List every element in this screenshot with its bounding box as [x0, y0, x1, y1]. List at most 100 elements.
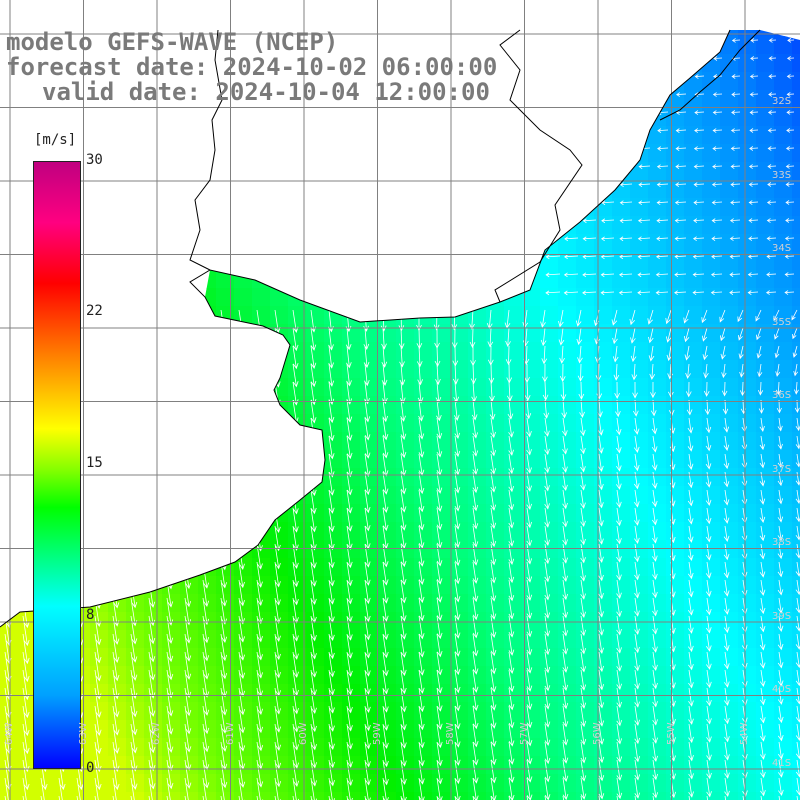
speed-cell — [270, 450, 289, 469]
wind-arrow — [562, 777, 569, 800]
speed-cell — [774, 126, 793, 145]
speed-cell — [792, 558, 800, 577]
speed-cell — [684, 216, 703, 235]
wind-arrow — [400, 777, 407, 800]
wind-arrow — [777, 633, 784, 651]
wind-arrow — [638, 200, 651, 206]
wind-arrow — [598, 525, 604, 545]
wind-arrow — [112, 651, 120, 682]
wind-arrow — [561, 399, 567, 419]
wind-arrow — [22, 615, 30, 647]
wind-arrow — [382, 705, 389, 731]
wind-arrow — [202, 579, 210, 607]
speed-cell — [162, 576, 181, 595]
wind-arrow — [292, 507, 299, 533]
speed-cell — [180, 702, 199, 721]
speed-cell — [198, 108, 217, 127]
wind-arrow — [364, 741, 371, 768]
wind-arrow — [634, 579, 640, 599]
speed-cell — [630, 450, 649, 469]
longitude-label: 59W — [371, 722, 383, 745]
speed-cell — [108, 774, 127, 793]
wind-arrow — [584, 56, 597, 62]
speed-cell — [738, 648, 757, 667]
wind-arrow — [634, 507, 640, 526]
wind-arrow — [759, 507, 766, 524]
speed-cell — [126, 720, 145, 739]
speed-cell — [792, 594, 800, 613]
speed-cell — [612, 648, 631, 667]
wind-arrow — [382, 669, 389, 695]
latitude-label: 36S — [772, 390, 792, 401]
speed-cell — [504, 288, 523, 307]
wind-arrow — [346, 759, 353, 786]
wind-arrow — [616, 525, 622, 545]
speed-cell — [486, 378, 505, 397]
wind-arrow — [582, 218, 597, 224]
wind-arrow — [774, 327, 780, 340]
speed-cell — [90, 792, 109, 800]
wind-arrow — [723, 453, 730, 470]
speed-cell — [378, 540, 397, 559]
speed-cell — [738, 432, 757, 451]
speed-cell — [288, 792, 307, 800]
speed-cell — [540, 270, 559, 289]
speed-cell — [630, 0, 649, 19]
speed-cell — [396, 594, 415, 613]
speed-cell — [414, 630, 433, 649]
wind-arrow — [598, 615, 604, 636]
wind-arrow — [274, 759, 282, 788]
speed-cell — [180, 342, 199, 361]
speed-cell — [324, 648, 343, 667]
wind-arrow — [112, 417, 120, 446]
wind-arrow — [202, 471, 209, 498]
speed-cell — [324, 180, 343, 199]
wind-arrow — [526, 651, 533, 674]
speed-cell — [252, 450, 271, 469]
wind-arrow — [148, 453, 156, 481]
wind-arrow — [148, 687, 156, 717]
speed-cell — [594, 36, 613, 55]
wind-arrow — [795, 561, 800, 577]
wind-arrow — [651, 507, 658, 526]
speed-cell — [414, 162, 433, 181]
speed-cell — [108, 378, 127, 397]
speed-cell — [684, 792, 703, 800]
wind-arrow — [577, 345, 583, 364]
wind-arrow — [508, 741, 515, 765]
wind-arrow — [612, 327, 618, 345]
speed-cell — [306, 450, 325, 469]
speed-cell — [378, 558, 397, 577]
wind-arrow — [526, 507, 533, 529]
wind-arrow — [706, 795, 712, 800]
speed-cell — [90, 198, 109, 217]
wind-arrow — [436, 669, 443, 694]
wind-arrow — [791, 309, 798, 321]
speed-cell — [126, 558, 145, 577]
speed-cell — [270, 162, 289, 181]
speed-cell — [720, 234, 739, 253]
speed-cell — [198, 234, 217, 253]
wind-arrow — [508, 651, 515, 674]
speed-cell — [378, 342, 397, 361]
wind-arrow — [256, 687, 264, 715]
speed-cell — [504, 126, 523, 145]
speed-cell — [90, 126, 109, 145]
wind-arrow — [639, 38, 651, 43]
wind-arrow — [598, 759, 605, 782]
wind-arrow — [706, 777, 712, 798]
wind-arrow — [292, 471, 299, 497]
wind-arrow — [637, 254, 651, 260]
speed-cell — [396, 126, 415, 145]
speed-cell — [792, 36, 800, 55]
wind-arrow — [759, 723, 766, 742]
speed-cell — [630, 468, 649, 487]
speed-cell — [252, 504, 271, 523]
speed-cell — [360, 108, 379, 127]
wind-arrow — [686, 399, 693, 416]
wind-arrow — [778, 759, 784, 778]
speed-cell — [576, 108, 595, 127]
speed-cell — [162, 324, 181, 343]
wind-arrow — [544, 507, 550, 528]
speed-cell — [198, 648, 217, 667]
